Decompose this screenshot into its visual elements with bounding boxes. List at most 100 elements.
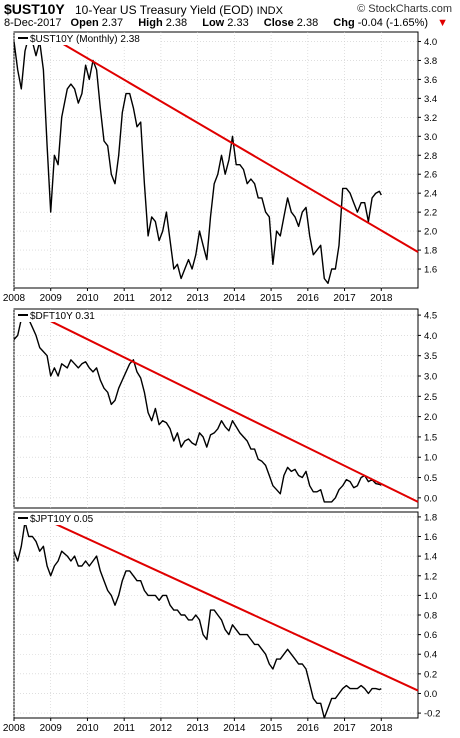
trend-line [50,520,419,692]
symbol-description: 10-Year US Treasury Yield (EOD) INDX [75,3,283,17]
y-tick-label: 0.5 [424,473,437,484]
quote-open: Open 2.37 [71,17,130,29]
x-tick-label: 2013 [187,723,210,734]
panel-title: $DFT10Y 0.31 [30,311,95,322]
panel-title: $JPT10Y 0.05 [30,514,94,525]
x-tick-label: 2011 [113,723,135,734]
y-tick-label: 1.5 [424,432,437,443]
x-tick-label: 2015 [260,293,283,304]
chg-label: Chg [333,17,355,29]
x-tick-label: 2018 [370,293,393,304]
plot-frame [13,308,419,509]
title-background [16,310,100,322]
y-tick-label: 2.2 [424,208,437,219]
price-line-series-1 [13,36,382,284]
y-tick-label: 4.5 [424,311,437,322]
y-tick-label: 2.0 [424,227,437,238]
x-tick-label: 2016 [297,293,320,304]
chart-panel-2: 0.0 0.5 1.0 1.5 2.0 2.5 3.0 3.5 4.0 4.5 $DFT10Y 0.… [13,308,437,509]
price-line-series-1 [13,521,382,719]
x-tick-label: 2009 [40,293,63,304]
trend-line [50,35,419,253]
y-tick-label: 1.8 [424,246,437,257]
x-tick-label: 2008 [3,723,26,734]
title-background [16,513,100,525]
title-background [16,33,161,45]
x-tick-label: 2008 [3,293,26,304]
quote-date: 8-Dec-2017 [4,17,62,29]
x-tick-label: 2015 [260,723,283,734]
y-tick-label: 1.0 [424,453,437,464]
quote-line: 8-Dec-2017 Open 2.37 High 2.38 Low 2.33 … [4,17,460,29]
plot-frame [13,31,419,289]
y-tick-label: 0.0 [424,493,437,504]
trend-line [50,320,419,503]
down-arrow-icon: ▼ [437,17,448,29]
chart-panel-1: 1.6 1.8 2.0 2.2 2.4 2.6 2.8 3.0 3.2 3.4 3.6 3.8 4.0 2… [3,31,437,304]
low-value: 2.33 [227,17,249,29]
high-label: High [138,17,163,29]
y-tick-label: 3.8 [424,56,437,67]
y-tick-label: 2.8 [424,151,437,162]
high-value: 2.38 [165,17,188,29]
y-tick-label: 3.0 [424,132,437,143]
brand-watermark[interactable]: © StockCharts.com [357,3,452,15]
legend-swatch [18,517,28,519]
y-tick-label: 3.4 [424,94,437,105]
legend-swatch [18,37,28,39]
y-tick-label: 4.0 [424,37,437,48]
y-tick-label: 0.0 [424,689,437,700]
x-tick-label: 2018 [370,723,393,734]
quote-close: Close 2.38 [264,17,324,29]
low-label: Low [202,17,225,29]
quote-low: Low 2.33 [202,17,254,29]
y-tick-label: 0.2 [424,669,437,680]
x-tick-label: 2017 [333,723,356,734]
y-tick-label: 0.8 [424,611,437,622]
x-tick-label: 2014 [223,293,246,304]
symbol-title: $UST10Y [4,1,65,17]
y-tick-label: 1.6 [424,265,437,276]
exchange-label: INDX [256,5,283,17]
x-tick-label: 2017 [333,293,356,304]
legend-swatch [18,314,28,316]
y-tick-label: 3.5 [424,351,437,362]
description-text: 10-Year US Treasury Yield (EOD) [75,3,254,17]
x-tick-label: 2012 [150,293,173,304]
price-line-series-1 [13,310,382,503]
x-tick-label: 2009 [40,723,63,734]
y-tick-label: 3.2 [424,113,437,124]
y-tick-label: 3.0 [424,372,437,383]
y-tick-label: 1.6 [424,532,437,543]
x-tick-label: 2016 [297,723,320,734]
y-tick-label: 2.5 [424,392,437,403]
panel-title: $UST10Y (Monthly) 2.38 [30,34,140,45]
chart-header: $UST10Y 10-Year US Treasury Yield (EOD) … [0,0,460,34]
y-tick-label: 1.2 [424,571,437,582]
x-tick-label: 2012 [150,723,173,734]
y-tick-label: 0.6 [424,630,437,641]
y-tick-label: 1.8 [424,512,437,523]
close-label: Close [263,17,294,29]
y-tick-label: 4.0 [424,331,437,342]
y-tick-label: 2.6 [424,170,437,181]
x-tick-label: 2013 [187,293,210,304]
x-tick-label: 2011 [113,293,135,304]
chart-panel-3: -0.2 0.0 0.2 0.4 0.6 0.8 1.0 1.2 1.4 1.6 1.8 2008 20… [3,511,440,734]
y-tick-label: 0.4 [424,650,437,661]
open-value: 2.37 [101,17,124,29]
y-tick-label: 2.0 [424,412,437,423]
y-tick-label: 1.4 [424,552,437,563]
y-tick-label: 1.0 [424,591,437,602]
chg-value: -0.04 (-1.65%) [357,17,429,29]
y-tick-label: 3.6 [424,75,437,86]
x-tick-label: 2010 [76,293,99,304]
quote-change: Chg -0.04 (-1.65%) ▼ [333,17,454,29]
x-tick-label: 2010 [76,723,99,734]
open-label: Open [70,17,99,29]
y-tick-label: 2.4 [424,189,437,200]
y-tick-label: -0.2 [424,709,440,720]
x-tick-label: 2014 [223,723,246,734]
close-value: 2.38 [296,17,319,29]
